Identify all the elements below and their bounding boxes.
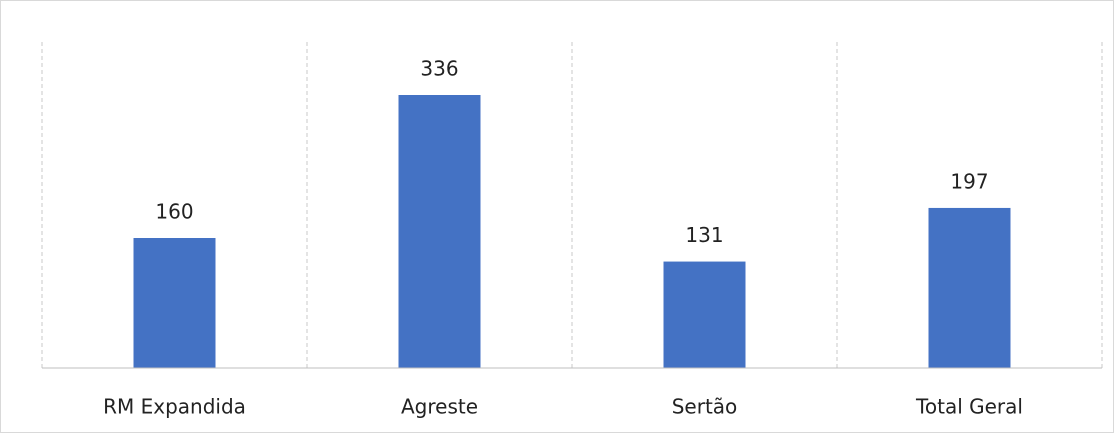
bar bbox=[663, 261, 746, 368]
bar bbox=[133, 238, 216, 368]
x-tick-label: Agreste bbox=[401, 395, 478, 419]
x-tick-label: RM Expandida bbox=[103, 395, 246, 419]
bar bbox=[928, 207, 1011, 368]
data-label: 197 bbox=[950, 169, 988, 193]
data-label: 160 bbox=[155, 200, 193, 224]
data-label: 131 bbox=[685, 223, 723, 247]
data-label: 336 bbox=[420, 57, 458, 81]
bar bbox=[398, 95, 481, 368]
x-tick-label: Total Geral bbox=[915, 395, 1023, 419]
x-tick-label: Sertão bbox=[672, 395, 738, 419]
